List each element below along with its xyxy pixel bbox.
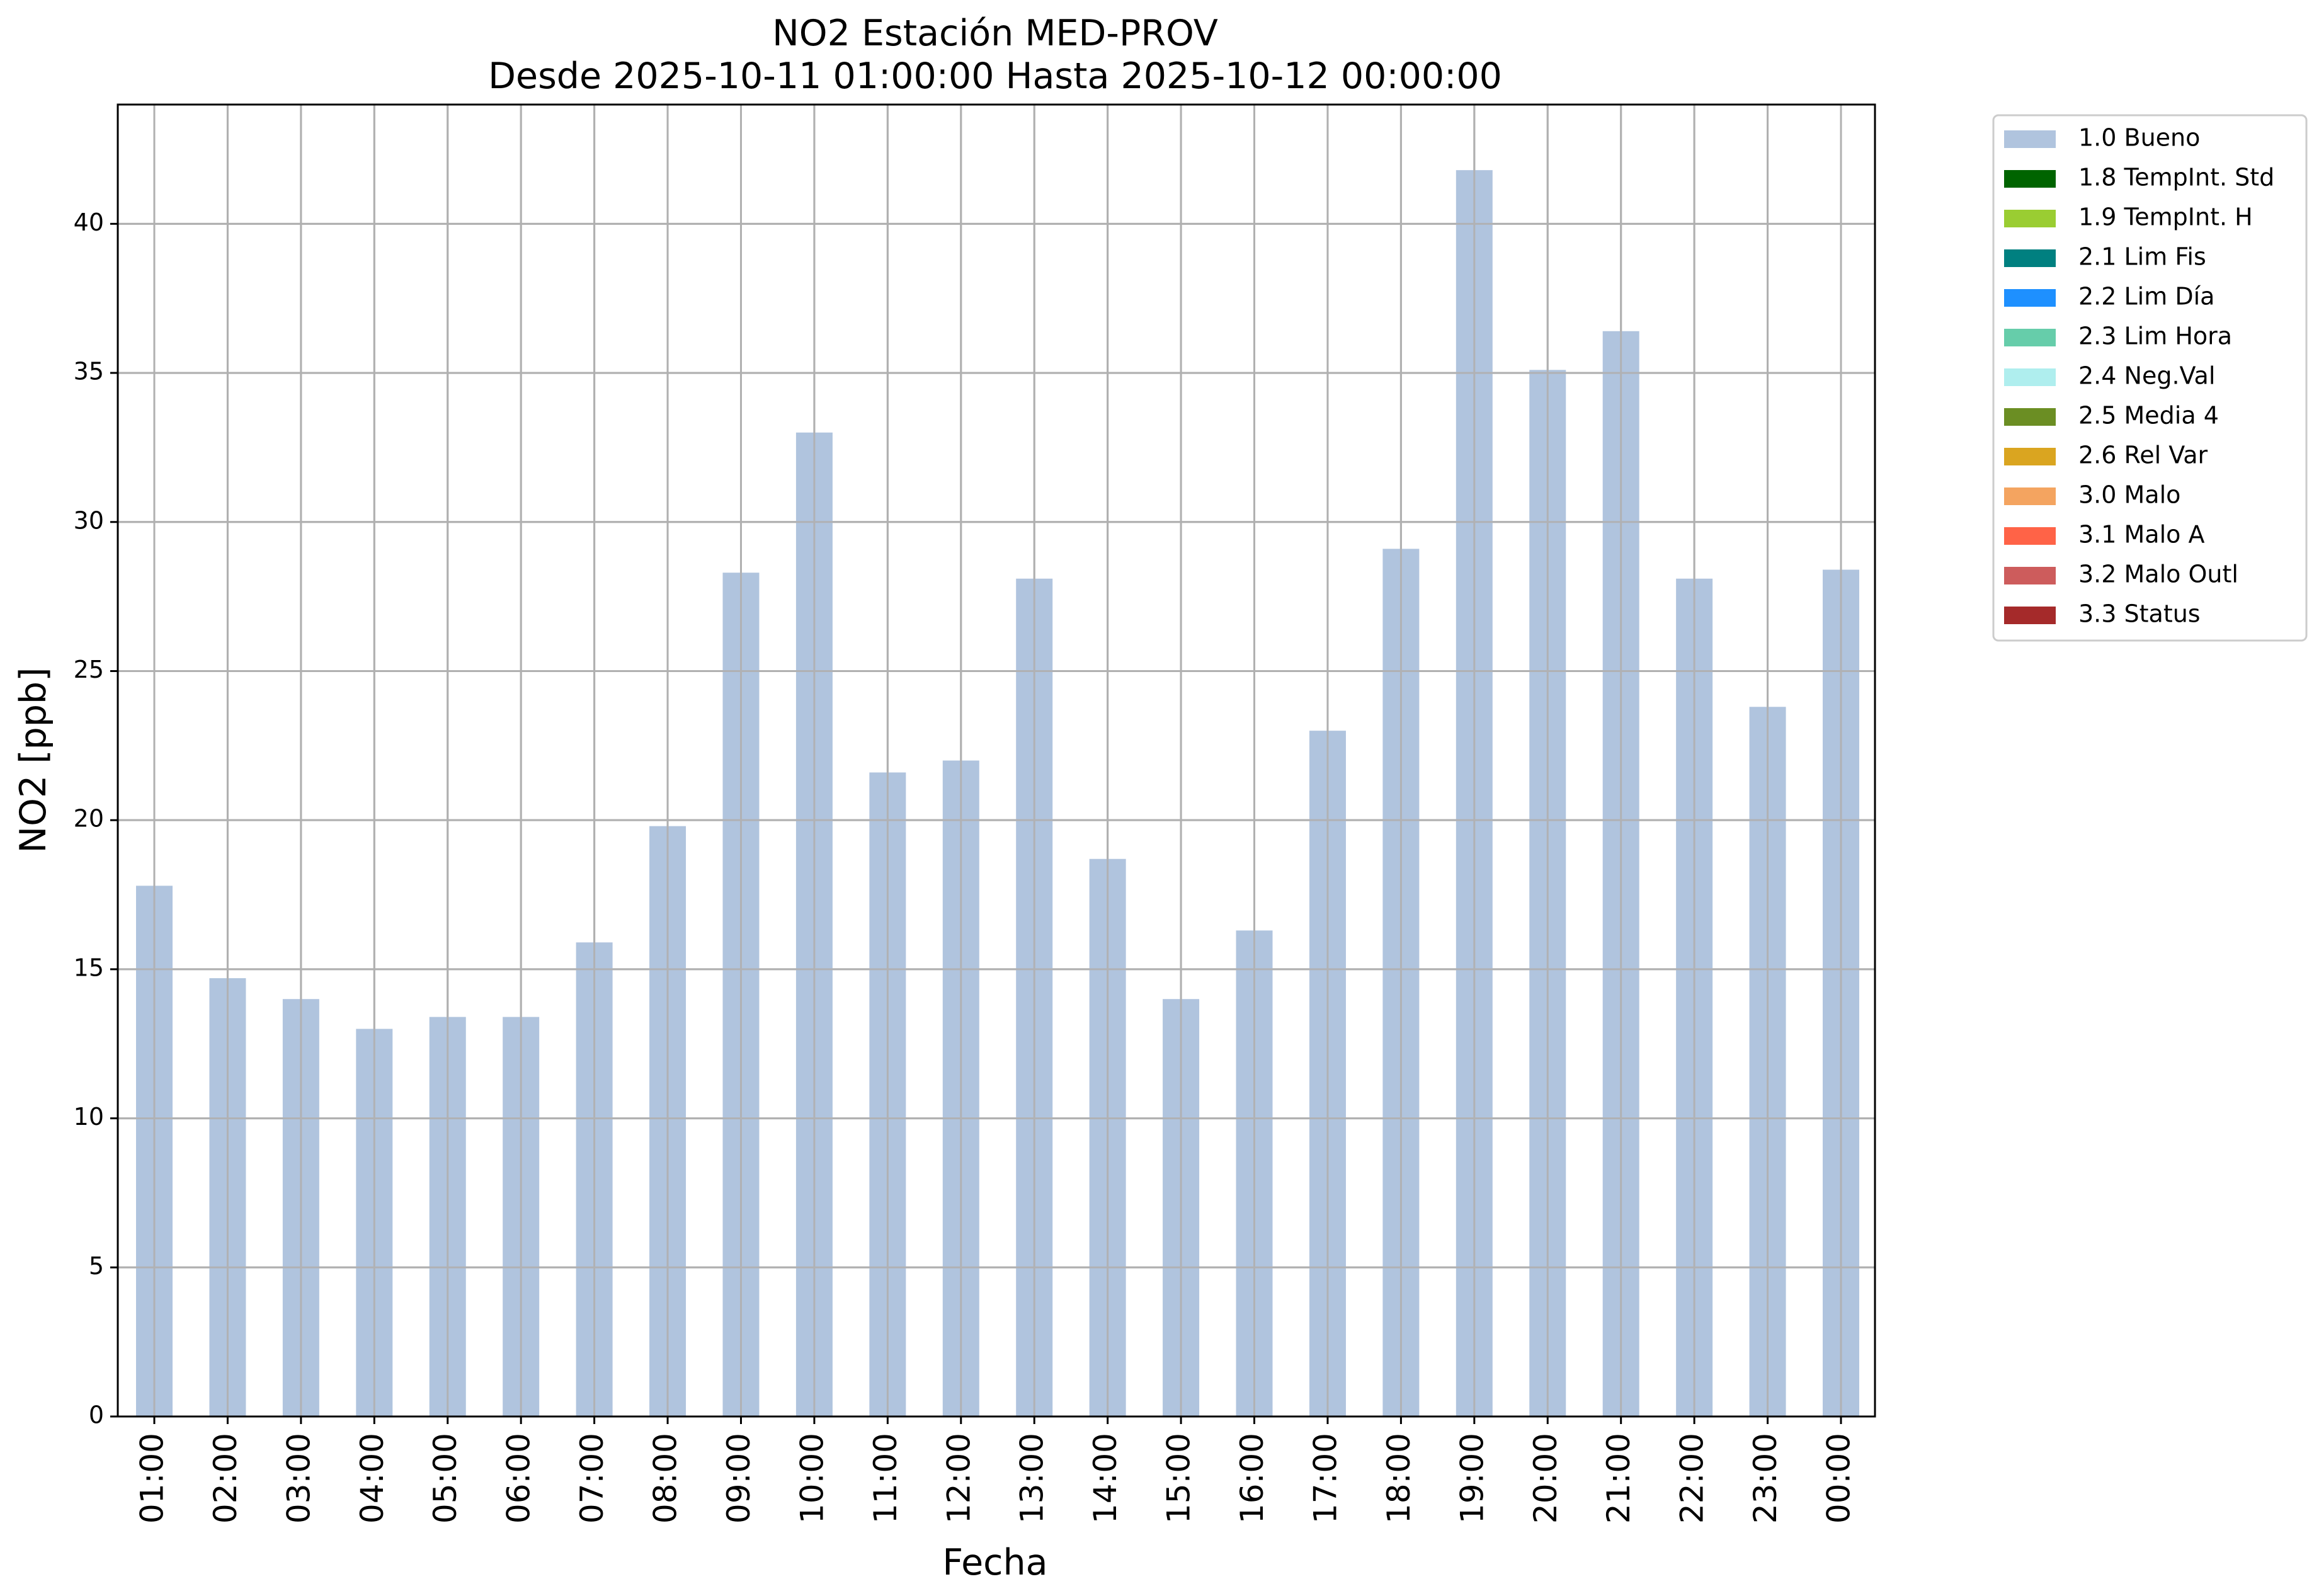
legend-entry-label: 2.6 Rel Var [2078, 442, 2208, 469]
grid-lines-overlay [118, 105, 1875, 1418]
x-tick-label: 13:00 [1014, 1433, 1051, 1524]
chart-title: NO2 Estación MED-PROV [772, 13, 1218, 54]
x-tick-label: 23:00 [1747, 1433, 1784, 1524]
x-tick-label: 03:00 [280, 1433, 317, 1524]
legend-entry-label: 1.0 Bueno [2078, 124, 2200, 152]
legend-entry-label: 3.0 Malo [2078, 481, 2180, 509]
legend-entry-label: 2.3 Lim Hora [2078, 322, 2232, 350]
x-tick-label: 10:00 [794, 1433, 830, 1524]
y-tick-label: 20 [74, 805, 104, 833]
legend-swatch [2004, 368, 2056, 386]
x-tick-label: 11:00 [867, 1433, 904, 1524]
legend-entry-label: 3.2 Malo Outl [2078, 561, 2238, 588]
y-tick-label: 40 [74, 208, 104, 236]
legend-swatch [2004, 448, 2056, 465]
x-tick-label: 14:00 [1087, 1433, 1124, 1524]
legend-swatch [2004, 329, 2056, 346]
x-axis-label: Fecha [942, 1542, 1047, 1583]
x-tick-label: 19:00 [1454, 1433, 1490, 1524]
y-tick-label: 35 [74, 358, 104, 385]
x-tick-label: 05:00 [427, 1433, 464, 1524]
x-tick-label: 17:00 [1307, 1433, 1343, 1524]
legend-swatch [2004, 487, 2056, 505]
legend-swatch [2004, 130, 2056, 148]
y-tick-label: 25 [74, 656, 104, 683]
y-axis-label: NO2 [ppb] [13, 668, 54, 853]
x-tick-label: 12:00 [940, 1433, 977, 1524]
plot-area-frame [117, 103, 1876, 1418]
y-tick-label: 5 [89, 1252, 104, 1280]
y-tick-label: 0 [89, 1401, 104, 1429]
y-tick-label: 30 [74, 506, 104, 534]
legend-entry-label: 1.8 TempInt. Std [2078, 164, 2274, 191]
x-tick-label: 00:00 [1821, 1433, 1857, 1524]
legend-entry-label: 2.2 Lim Día [2078, 283, 2214, 311]
x-tick-label: 04:00 [354, 1433, 390, 1524]
legend-entry-label: 2.1 Lim Fis [2078, 243, 2206, 271]
legend-swatch [2004, 210, 2056, 227]
x-axis-ticks: 01:00 02:00 03:00 04:00 05:00 06:00 07:00 08:00… [134, 1416, 1857, 1524]
x-tick-label: 02:00 [207, 1433, 244, 1524]
x-tick-label: 07:00 [574, 1433, 610, 1524]
legend-swatch [2004, 567, 2056, 584]
legend-entry-label: 1.9 TempInt. H [2078, 203, 2253, 231]
x-tick-label: 18:00 [1381, 1433, 1417, 1524]
legend-swatch [2004, 408, 2056, 426]
legend-swatch [2004, 527, 2056, 545]
legend-entry-label: 3.3 Status [2078, 600, 2201, 628]
legend: 1.0 Bueno 1.8 TempInt. Std 1.9 TempInt. H 2… [1992, 114, 2308, 642]
x-tick-label: 16:00 [1234, 1433, 1270, 1524]
legend-swatch [2004, 170, 2056, 188]
y-tick-label: 15 [74, 954, 104, 981]
x-tick-label: 21:00 [1600, 1433, 1637, 1524]
x-tick-label: 06:00 [501, 1433, 537, 1524]
legend-entry-label: 3.1 Malo A [2078, 521, 2204, 549]
x-tick-label: 08:00 [647, 1433, 684, 1524]
y-axis-ticks: 0 5 10 15 20 25 30 35 40 [74, 208, 118, 1429]
legend-swatch [2004, 289, 2056, 307]
x-tick-label: 09:00 [721, 1433, 757, 1524]
legend-swatch [2004, 249, 2056, 267]
legend-entry-label: 2.4 Neg.Val [2078, 362, 2215, 390]
legend-swatch [2004, 607, 2056, 624]
x-tick-label: 22:00 [1674, 1433, 1711, 1524]
legend-box [1992, 114, 2308, 642]
x-tick-label: 01:00 [134, 1433, 171, 1524]
y-tick-label: 10 [74, 1103, 104, 1131]
x-tick-label: 15:00 [1161, 1433, 1197, 1524]
legend-entry-label: 2.5 Media 4 [2078, 402, 2219, 430]
chart-subtitle: Desde 2025-10-11 01:00:00 Hasta 2025-10-… [488, 55, 1502, 97]
x-tick-label: 20:00 [1527, 1433, 1564, 1524]
